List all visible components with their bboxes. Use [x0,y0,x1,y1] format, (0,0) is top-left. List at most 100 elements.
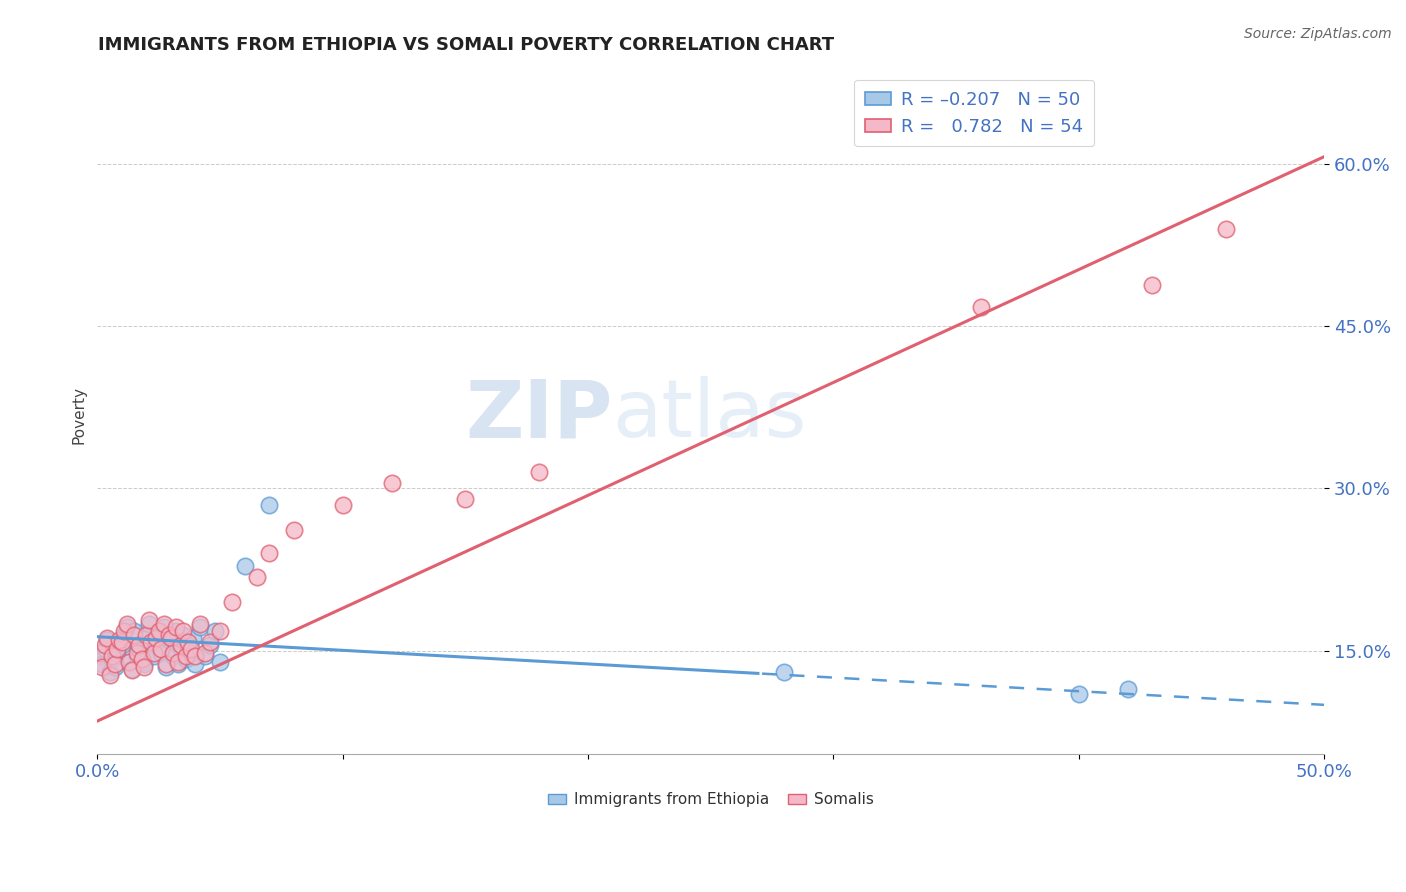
Point [141,638,163,652]
Point [103,657,125,671]
Point [115,616,138,631]
Point [257,498,280,512]
Point [184,657,207,671]
Point [150,641,173,656]
Point [150,646,173,660]
Point [194,646,217,660]
Point [773,665,796,680]
Point [1215,222,1237,236]
Point [208,624,231,639]
Point [115,620,138,634]
Point [177,638,200,652]
Point [257,546,280,560]
Point [184,649,207,664]
Point [181,631,204,645]
Point [167,655,190,669]
Point [283,523,305,537]
Point [132,660,155,674]
Point [527,465,550,479]
Point [131,652,153,666]
Point [141,635,163,649]
Point [111,638,134,652]
Point [167,657,190,671]
Point [111,635,134,649]
Point [125,646,148,660]
Text: atlas: atlas [613,376,807,455]
Point [165,620,187,634]
Point [98,665,121,680]
Point [177,635,200,649]
Point [103,660,125,674]
Point [200,635,222,649]
Point [454,492,477,507]
Point [170,638,193,652]
Point [190,616,212,631]
Point [96,631,118,645]
Point [381,476,404,491]
Point [155,657,177,671]
Point [152,616,174,631]
Point [128,641,150,656]
Point [138,614,160,628]
Point [148,627,170,641]
Point [132,657,155,671]
Text: IMMIGRANTS FROM ETHIOPIA VS SOMALI POVERTY CORRELATION CHART: IMMIGRANTS FROM ETHIOPIA VS SOMALI POVER… [98,36,835,54]
Point [118,655,141,669]
Point [174,652,197,666]
Point [200,638,222,652]
Point [89,649,111,664]
Point [172,624,194,639]
Point [157,631,180,645]
Point [148,624,170,639]
Point [122,624,145,639]
Point [172,627,194,641]
Point [118,655,141,669]
Point [128,638,150,652]
Point [162,649,184,664]
Point [91,657,114,671]
Point [1142,278,1164,293]
Point [155,660,177,674]
Point [165,624,187,639]
Point [174,649,197,664]
Point [221,595,243,609]
Point [108,632,131,647]
Point [93,641,115,656]
Point [135,631,157,645]
Point [93,638,115,652]
Point [96,632,118,647]
Point [160,635,183,649]
Point [180,646,202,660]
Point [125,649,148,664]
Point [204,624,226,639]
Point [89,646,111,660]
Y-axis label: Poverty: Poverty [72,386,86,444]
Point [157,627,180,641]
Point [121,663,143,677]
Point [246,570,269,584]
Point [969,300,991,314]
Point [108,635,131,649]
Point [332,498,354,512]
Point [162,646,184,660]
Point [233,559,256,574]
Point [190,620,212,634]
Point [131,655,153,669]
Point [152,620,174,634]
Point [142,649,165,664]
Point [194,649,217,664]
Text: ZIP: ZIP [465,376,613,455]
Point [1067,687,1090,701]
Point [122,627,145,641]
Point [91,660,114,674]
Point [138,616,160,631]
Point [101,652,124,666]
Point [112,624,135,639]
Point [180,641,202,656]
Point [121,662,143,676]
Legend: Immigrants from Ethiopia, Somalis: Immigrants from Ethiopia, Somalis [541,786,880,814]
Point [105,641,128,656]
Point [101,649,124,664]
Point [135,627,157,641]
Text: Source: ZipAtlas.com: Source: ZipAtlas.com [1244,27,1392,41]
